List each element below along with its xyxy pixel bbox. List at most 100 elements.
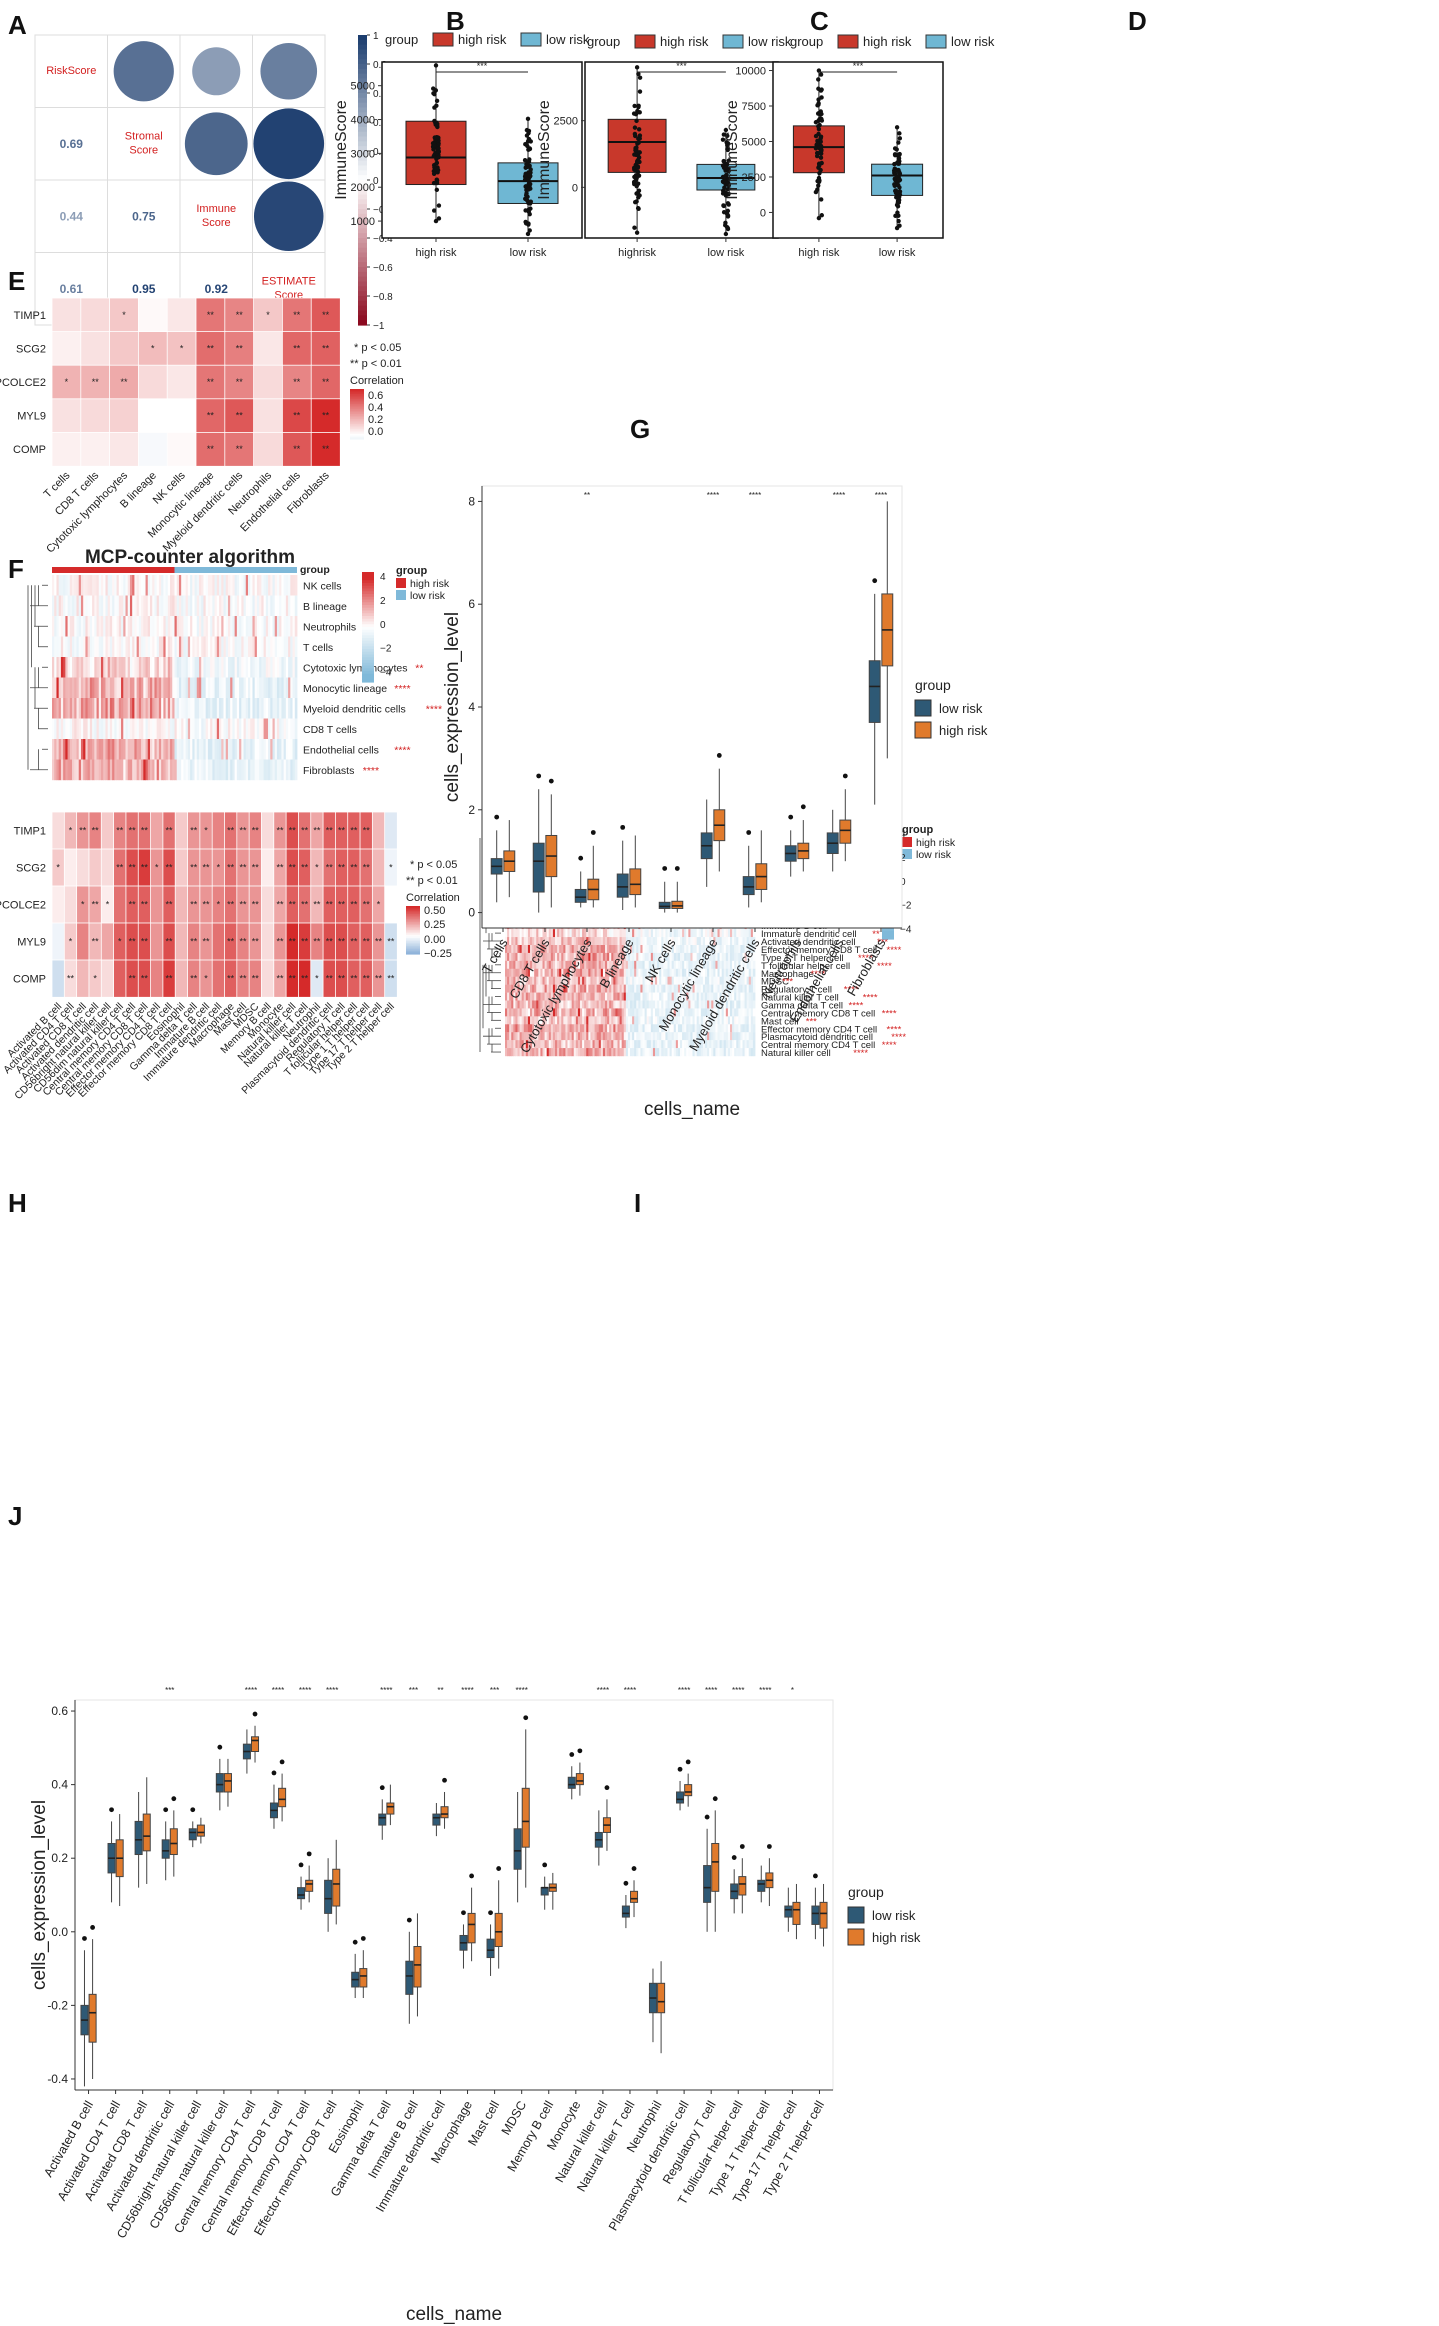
heat-cell (183, 595, 187, 617)
colorbar-title: Correlation (350, 375, 404, 387)
heat-cell (170, 616, 173, 637)
heat-cell (105, 698, 109, 719)
heat-cell (634, 952, 637, 962)
row-label: PCOLCE2 (0, 377, 46, 389)
significance-star: ** (350, 974, 358, 984)
point (632, 125, 638, 130)
heat-cell (542, 937, 545, 946)
heat-cell (134, 759, 138, 781)
heat-cell (555, 929, 558, 938)
heat-cell (165, 739, 169, 760)
heat-cell (256, 657, 260, 678)
heat-cell (96, 657, 100, 678)
heat-cell (158, 677, 162, 699)
heat-cell (210, 595, 213, 617)
heat-cell (210, 718, 213, 740)
row-label: SCG2 (16, 343, 46, 355)
heat-cell (163, 759, 166, 781)
significance-star: ** (322, 343, 330, 353)
point (636, 127, 642, 132)
colorbar-cell (358, 59, 367, 65)
row-significance: **** (877, 961, 892, 972)
heat-cell (205, 677, 209, 699)
heat-cell (646, 937, 650, 946)
heat-cell (163, 739, 166, 760)
heat-cell (174, 718, 178, 740)
heat-cell (143, 636, 146, 658)
heat-cell (174, 698, 178, 719)
heat-cell (223, 616, 227, 637)
heat-cell (256, 636, 260, 658)
heat-cell (609, 929, 612, 938)
heat-cell (594, 952, 598, 962)
significance-star: ** (293, 377, 301, 387)
heat-cell (245, 657, 249, 678)
heat-cell (134, 575, 138, 596)
significance-star: ** (239, 863, 247, 873)
heat-cell (559, 929, 562, 938)
y-tick: 5000 (742, 136, 766, 148)
colorbar-cell (358, 131, 367, 138)
heat-cell (279, 698, 282, 719)
significance-star: ** (190, 900, 198, 910)
colorbar-tick: 1 (373, 31, 379, 42)
heat-cell (60, 616, 64, 637)
heat-cell (517, 952, 520, 962)
heat-cell (742, 937, 745, 946)
heat-cell (509, 960, 512, 969)
heat-cell (648, 960, 652, 969)
heat-cell (582, 929, 585, 938)
heat-cell (550, 929, 554, 938)
point (635, 165, 641, 170)
heat-cell (276, 595, 280, 617)
heat-cell (285, 739, 289, 760)
heat-cell (636, 937, 639, 946)
heat-cell (154, 616, 158, 637)
heat-cell (690, 937, 693, 946)
heat-cell (596, 945, 600, 954)
heat-cell (60, 698, 64, 719)
point (896, 218, 901, 224)
heat-cell (225, 677, 229, 699)
point (720, 137, 726, 142)
heat-cell (602, 929, 606, 938)
heat-cell (677, 952, 681, 962)
legend-label: high risk (863, 34, 912, 49)
heat-cell (214, 718, 218, 740)
heat-cell (715, 929, 718, 938)
heat-cell (615, 945, 618, 954)
heat-cell (89, 636, 93, 658)
heat-cell (52, 759, 55, 781)
heat-cell (163, 698, 166, 719)
point (818, 72, 824, 77)
corr-value: 0.44 (60, 209, 84, 223)
heat-cell (727, 952, 731, 962)
heat-cell (740, 945, 743, 954)
heat-cell (721, 937, 725, 946)
heat-cell (152, 636, 155, 658)
heat-cell (507, 960, 510, 969)
heat-cell (60, 759, 64, 781)
heat-cell (546, 937, 550, 946)
heat-cell (225, 636, 229, 658)
significance-star: * (389, 863, 393, 873)
heat-cell (76, 677, 80, 699)
heat-cell (54, 677, 57, 699)
heat-cell (69, 575, 73, 596)
heat-cell (136, 677, 140, 699)
heat-cell (52, 575, 55, 596)
point (433, 167, 439, 172)
heat-cell (112, 616, 115, 637)
heat-cell (78, 677, 82, 699)
point (725, 141, 731, 146)
heat-cell (680, 929, 683, 938)
heat-cell (89, 698, 93, 719)
heat-cell (165, 636, 169, 658)
heat-cell (51, 959, 66, 998)
heat-cell (54, 636, 57, 658)
point (632, 103, 637, 109)
heat-cell (239, 595, 242, 617)
row-label: MYL9 (17, 937, 46, 949)
heat-cell (573, 929, 577, 938)
heat-cell (192, 698, 195, 719)
